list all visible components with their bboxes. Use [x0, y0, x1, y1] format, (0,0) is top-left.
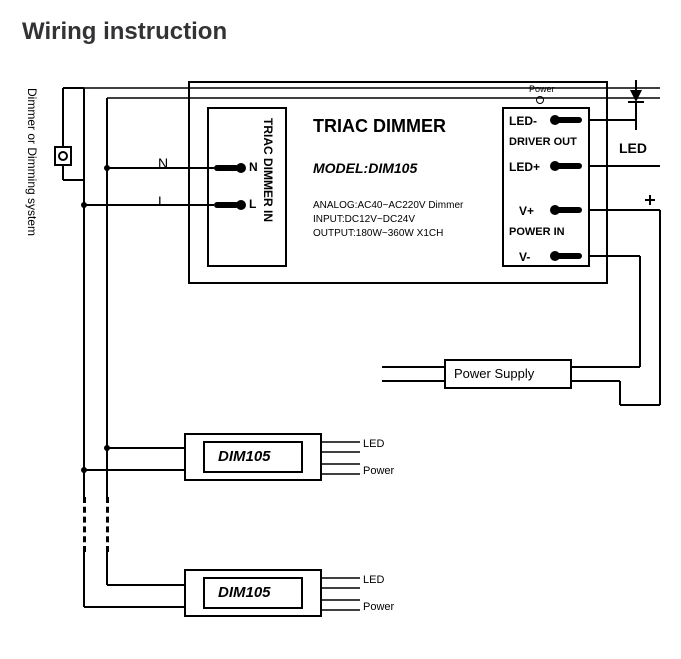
mini-module-2-out-power: Power: [363, 601, 394, 613]
terminal-n-label: N: [249, 160, 258, 174]
power-led-icon: [536, 96, 544, 104]
power-supply-label: Power Supply: [454, 366, 534, 381]
dimmer-system-label: Dimmer or Dimming system: [25, 88, 39, 258]
module-spec-0: ANALOG:AC40~AC220V Dimmer: [313, 200, 463, 211]
power-in-heading: POWER IN: [509, 226, 565, 238]
dash-line-2: [106, 497, 109, 552]
mini-module-1-label: DIM105: [218, 448, 271, 465]
out-led-plus-dot: [550, 161, 560, 171]
module-spec-1: INPUT:DC12V~DC24V: [313, 214, 415, 225]
wire-l-label: L: [158, 193, 166, 209]
out-block: [502, 107, 590, 267]
in-block-label: TRIAC DIMMER IN: [261, 118, 275, 258]
out-led-minus-label: LED-: [509, 114, 537, 128]
led-symbol-icon: [624, 80, 648, 130]
mini-module-2-label: DIM105: [218, 584, 271, 601]
out-vplus-label: V+: [519, 204, 534, 218]
out-vminus-dot: [550, 251, 560, 261]
module-title: TRIAC DIMMER: [313, 116, 446, 137]
mini-module-1-out-led: LED: [363, 438, 384, 450]
led-label: LED: [619, 140, 647, 156]
power-led-label: Power: [529, 84, 555, 94]
out-vplus-dot: [550, 205, 560, 215]
out-led-minus-dot: [550, 115, 560, 125]
terminal-n-dot: [236, 163, 246, 173]
out-led-plus-label: LED+: [509, 160, 540, 174]
mini-module-1-out-power: Power: [363, 465, 394, 477]
wire-n-label: N: [158, 155, 168, 171]
out-vminus-label: V-: [519, 250, 530, 264]
driver-out-heading: DRIVER OUT: [509, 136, 577, 148]
mini-module-2-out-led: LED: [363, 574, 384, 586]
switch-circle-icon: [58, 151, 68, 161]
terminal-l-dot: [236, 200, 246, 210]
page-title: Wiring instruction: [22, 18, 227, 46]
in-block: [207, 107, 287, 267]
module-spec-2: OUTPUT:180W~360W X1CH: [313, 228, 443, 239]
module-model: MODEL:DIM105: [313, 160, 417, 176]
terminal-l-label: L: [249, 197, 256, 211]
dash-line-1: [83, 497, 86, 552]
